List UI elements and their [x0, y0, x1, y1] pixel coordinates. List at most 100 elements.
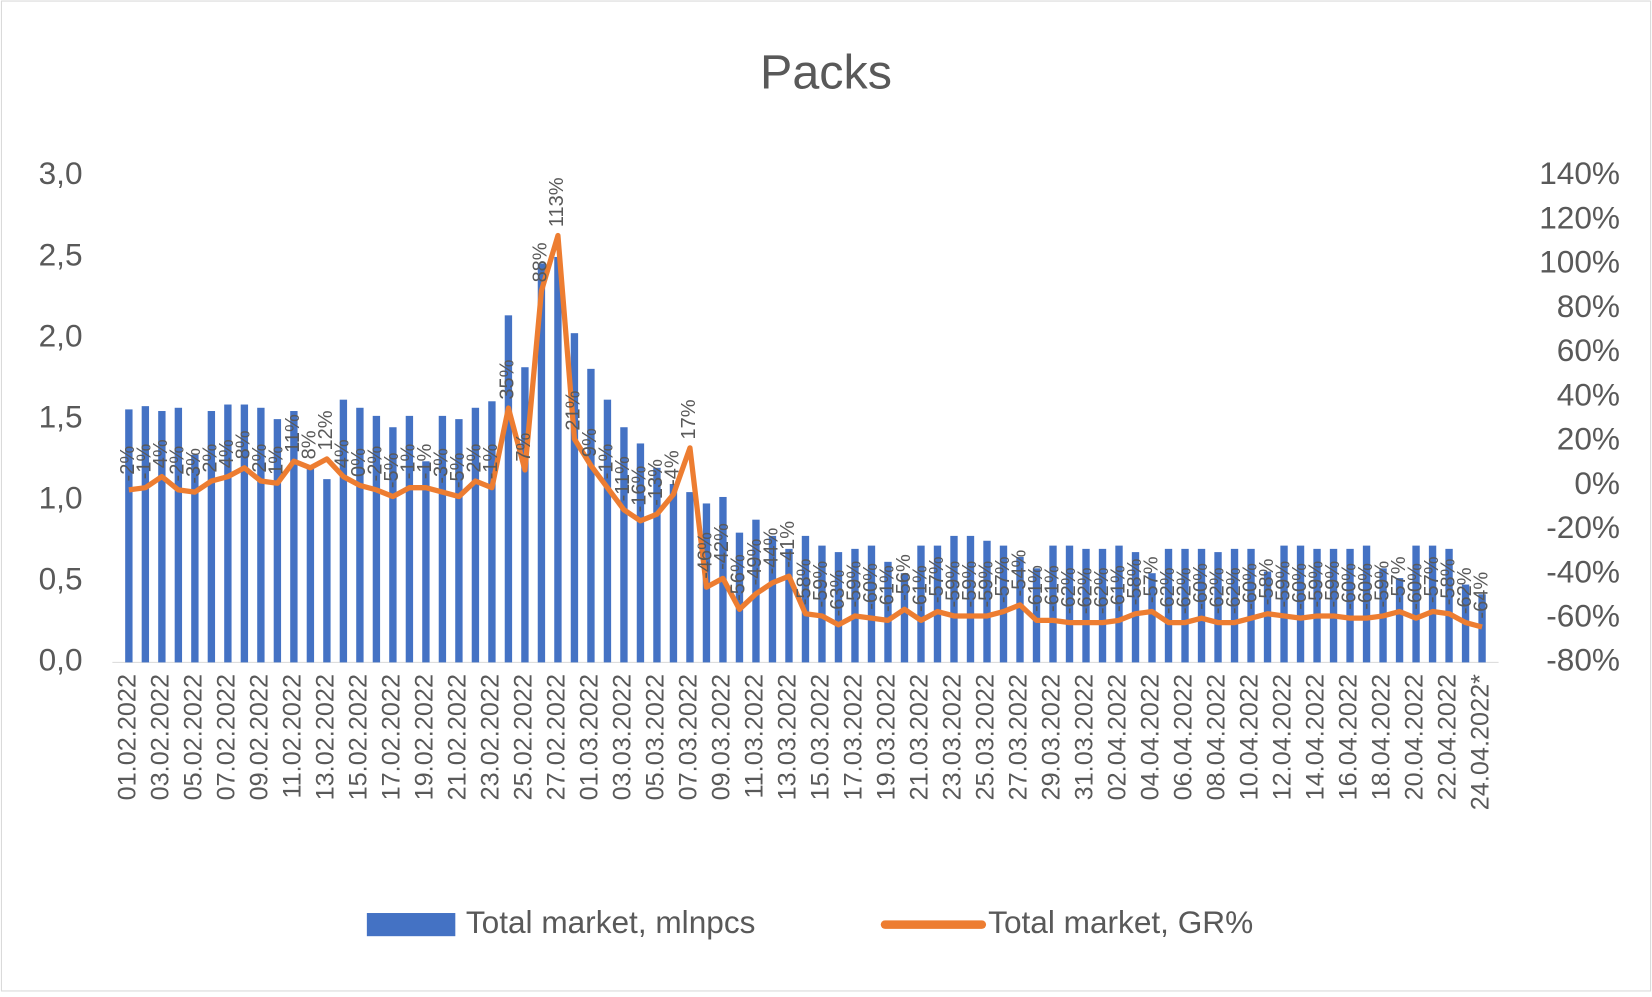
x-tick-label: 07.03.2022 — [675, 674, 703, 800]
x-tick-label: 27.02.2022 — [543, 674, 571, 800]
x-tick-label: 15.03.2022 — [807, 674, 835, 800]
data-label: 4% — [150, 439, 172, 468]
bar — [983, 540, 991, 663]
bar — [207, 411, 216, 663]
data-label: -60% — [1289, 563, 1311, 610]
bar — [504, 315, 513, 663]
y2-tick-label: 0% — [1574, 465, 1620, 501]
bar — [1148, 573, 1156, 663]
x-tick-label: 21.02.2022 — [444, 674, 472, 800]
data-label: -64% — [1470, 572, 1492, 619]
data-label: -54% — [1008, 550, 1030, 597]
y2-tick-label: 100% — [1539, 244, 1620, 280]
bar — [1164, 548, 1173, 663]
bar — [339, 399, 348, 663]
data-label: -58% — [1256, 558, 1278, 605]
data-label: -59% — [843, 561, 865, 608]
data-label: 0% — [348, 448, 370, 477]
data-label: 1% — [266, 446, 288, 475]
y-tick-label: 3,0 — [39, 155, 83, 191]
y-tick-label: 0,0 — [39, 642, 83, 678]
x-tick-label: 19.02.2022 — [411, 674, 439, 800]
x-tick-label: 08.04.2022 — [1203, 674, 1231, 800]
data-label: -3% — [431, 448, 453, 484]
data-label: -58% — [794, 558, 816, 605]
data-label: -59% — [1272, 561, 1294, 608]
x-tick-label: 15.02.2022 — [345, 674, 373, 800]
x-tick-label: 14.04.2022 — [1302, 674, 1330, 800]
data-label: 8% — [299, 430, 321, 459]
data-label: -62% — [1223, 567, 1245, 614]
bar — [1445, 548, 1453, 663]
x-tick-label: 04.04.2022 — [1137, 674, 1165, 800]
y2-tick-label: 140% — [1539, 155, 1620, 191]
y-tick-label: 0,5 — [39, 561, 83, 597]
data-label: -59% — [1371, 561, 1393, 608]
x-tick-label: 23.03.2022 — [939, 674, 967, 800]
data-label: -62% — [1454, 567, 1476, 614]
bar — [1016, 556, 1024, 663]
data-label: -56% — [728, 554, 750, 601]
bar — [834, 552, 843, 663]
x-tick-label: 22.04.2022 — [1434, 674, 1462, 800]
x-tick-label: 27.03.2022 — [1005, 674, 1033, 800]
data-label: -60% — [1338, 563, 1360, 610]
data-label: -61% — [876, 565, 898, 612]
bar — [1098, 548, 1107, 663]
data-label: -1% — [596, 443, 618, 479]
legend-label: Total market, mlnpcs — [466, 904, 756, 940]
data-label: -60% — [1355, 563, 1377, 610]
bar — [554, 256, 562, 663]
bar — [1395, 578, 1404, 663]
y2-tick-label: -80% — [1546, 642, 1620, 678]
bar — [950, 535, 958, 663]
data-label: -59% — [959, 561, 981, 608]
bar — [603, 399, 612, 663]
data-label: -2% — [365, 446, 387, 482]
x-tick-label: 31.03.2022 — [1071, 674, 1099, 800]
bar — [735, 532, 744, 663]
data-label: 2% — [464, 443, 486, 472]
bar — [636, 443, 645, 663]
bar — [224, 404, 232, 663]
data-label: 12% — [315, 410, 337, 450]
bar — [273, 419, 282, 663]
data-label: 7% — [513, 432, 535, 461]
bar — [125, 409, 133, 663]
x-tick-label: 17.02.2022 — [378, 674, 406, 800]
bar — [1181, 548, 1189, 663]
x-tick-label: 06.04.2022 — [1170, 674, 1198, 800]
data-label: -62% — [1058, 567, 1080, 614]
data-label: -16% — [629, 466, 651, 513]
data-label: -62% — [1091, 567, 1113, 614]
x-tick-label: 12.04.2022 — [1269, 674, 1297, 800]
y-tick-label: 2,5 — [39, 236, 83, 272]
data-label: -2% — [117, 446, 139, 482]
x-tick-label: 03.02.2022 — [147, 674, 175, 800]
x-tick-label: 25.02.2022 — [510, 674, 538, 800]
bar — [372, 415, 381, 663]
data-label: 21% — [563, 390, 585, 430]
x-tick-label: 11.02.2022 — [279, 674, 307, 799]
bar — [686, 492, 694, 663]
bar — [438, 415, 447, 663]
data-label: -1% — [414, 443, 436, 479]
bar — [1478, 594, 1486, 663]
bar — [620, 427, 628, 663]
data-label: 35% — [497, 359, 519, 399]
data-label: 113% — [546, 177, 568, 227]
line — [128, 232, 1483, 630]
bar — [356, 407, 364, 663]
data-label: -62% — [1074, 567, 1096, 614]
data-label: -2% — [167, 446, 189, 482]
data-label: -3% — [183, 448, 205, 484]
bar — [933, 545, 942, 663]
x-tick-label: 19.03.2022 — [873, 674, 901, 800]
data-label: -60% — [1190, 563, 1212, 610]
data-label: -5% — [381, 452, 403, 488]
x-tick-label: 11.03.2022 — [741, 674, 769, 799]
data-label: -61% — [1041, 565, 1063, 612]
data-label: 2% — [249, 443, 271, 472]
bar — [1115, 545, 1123, 663]
bar — [521, 367, 529, 663]
